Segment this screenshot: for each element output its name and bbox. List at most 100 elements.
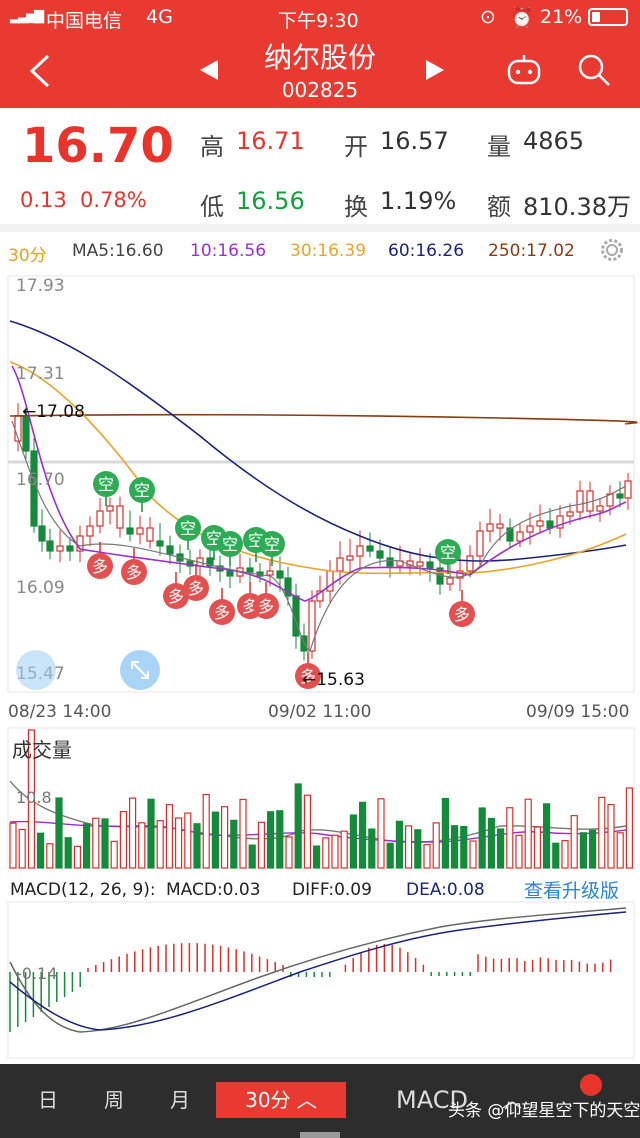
- candle-body: [308, 600, 316, 652]
- price-change-pct: 0.78%: [80, 188, 147, 212]
- tab-day[interactable]: 日: [38, 1088, 58, 1112]
- network-type: 4G: [146, 6, 173, 28]
- volume-bars: [9, 729, 634, 869]
- carrier: 中国电信: [46, 10, 123, 32]
- kong-marker: [435, 539, 461, 565]
- tab-month[interactable]: 月: [170, 1088, 190, 1112]
- ma250-legend: 250:17.02: [488, 241, 575, 261]
- settings-gear-icon[interactable]: [600, 238, 624, 262]
- volume-bar: [588, 829, 597, 869]
- signal-icon: ▂▃▅▇: [10, 9, 44, 24]
- turnover-value: 1.19%: [380, 187, 457, 215]
- low-marker: ←15.63: [302, 670, 365, 690]
- ma60-legend: 60:16.26: [388, 241, 465, 261]
- period-label[interactable]: 30分: [8, 246, 47, 266]
- tab-30min[interactable]: 30分 ︿: [216, 1082, 346, 1118]
- candle-body: [186, 560, 194, 567]
- kong-marker-label: 空: [180, 519, 196, 538]
- candle-body: [136, 527, 144, 535]
- volume-title: 成交量: [12, 738, 72, 762]
- macd-chart[interactable]: MACD(12, 26, 9): MACD:0.03 DIFF:0.09 DEA…: [0, 872, 640, 1062]
- candle-body: [356, 545, 364, 557]
- volume-bar: [561, 840, 569, 869]
- next-stock-icon[interactable]: [424, 58, 446, 82]
- volume-bar: [211, 811, 219, 869]
- price-change: 0.13: [20, 188, 67, 212]
- macd-bars: [9, 943, 612, 1032]
- volume-bar: [625, 787, 634, 869]
- duo-marker: [183, 575, 209, 601]
- kline-chart[interactable]: 空空空空空空空空多多多多多多多多多 17.93 17.31 16.70 16.0…: [0, 266, 640, 706]
- scroll-left-button[interactable]: [16, 650, 56, 690]
- candle-body: [526, 525, 534, 533]
- quote-panel: 16.70 0.13 0.78% 高 16.71 开 16.57 量 4865 …: [0, 108, 640, 232]
- tab-week[interactable]: 周: [104, 1088, 124, 1112]
- duo-marker-label: 多: [214, 603, 230, 622]
- volume-bar: [552, 842, 560, 869]
- duo-marker-label: 多: [92, 557, 108, 576]
- volume-bar: [119, 810, 128, 869]
- candle-body: [46, 540, 54, 552]
- volume-bar: [138, 822, 146, 869]
- clock: 下午9:30: [278, 10, 359, 32]
- tab-more-chevron-icon[interactable]: ︿: [502, 1088, 522, 1112]
- turnover-label: 换: [344, 193, 368, 221]
- stock-name: 纳尔股份: [263, 41, 376, 74]
- candle-body: [276, 570, 284, 579]
- chevron-up-icon: ︿: [296, 1088, 317, 1112]
- prev-stock-icon[interactable]: [198, 58, 220, 82]
- volume-bar: [18, 828, 26, 869]
- high-label: 高: [200, 133, 224, 161]
- volume-bar: [478, 807, 486, 869]
- candle-body: [246, 567, 254, 573]
- robot-assistant-icon[interactable]: [506, 52, 542, 88]
- volume-bar: [432, 822, 440, 869]
- candle-body: [556, 515, 564, 529]
- volume-bar: [147, 798, 155, 869]
- zoom-button[interactable]: [120, 650, 160, 690]
- kong-marker-label: 空: [440, 543, 456, 562]
- volume-label: 量: [487, 133, 511, 161]
- volume-bar: [27, 729, 35, 869]
- macd-value: MACD:0.03: [166, 880, 261, 900]
- kong-marker-label: 空: [264, 535, 280, 554]
- open-value: 16.57: [380, 127, 449, 155]
- search-icon[interactable]: [576, 52, 612, 88]
- volume-bar: [497, 828, 505, 869]
- duo-marker: [209, 599, 235, 625]
- low-label: 低: [200, 193, 224, 221]
- dea-value: DEA:0.08: [406, 880, 485, 900]
- volume-bar: [451, 825, 459, 869]
- volume-bar: [414, 829, 422, 869]
- kong-marker-label: 空: [222, 535, 238, 554]
- volume-bar: [423, 844, 431, 869]
- kong-marker: [129, 477, 155, 503]
- volume-bar: [359, 801, 367, 869]
- volume-bar: [276, 810, 284, 869]
- volume-bar: [257, 821, 265, 869]
- y-tick-4: 16.09: [16, 578, 65, 598]
- back-icon[interactable]: [26, 54, 54, 88]
- tab-30min-label: 30分: [245, 1088, 291, 1112]
- upgrade-link[interactable]: 查看升级版: [524, 880, 620, 902]
- volume-bar: [165, 804, 173, 869]
- candle-body: [466, 555, 474, 572]
- kline-svg: 空空空空空空空空多 多多 多多多多多多: [7, 275, 638, 693]
- volume-bar: [175, 817, 183, 869]
- volume-bar: [193, 823, 201, 869]
- ma60-line: [9, 320, 627, 562]
- signal-markers: 空空空空空空空空多 多多 多多多多多多: [87, 471, 475, 689]
- candle-body: [596, 505, 604, 512]
- candle-body: [536, 520, 544, 527]
- tab-macd[interactable]: MACD: [396, 1086, 468, 1114]
- rotation-lock-icon: ⊙: [480, 6, 496, 28]
- volume-chart[interactable]: 成交量 10.8: [0, 726, 640, 872]
- low-value: 16.56: [236, 187, 305, 215]
- candle-body: [336, 557, 344, 572]
- volume-bar: [230, 819, 238, 869]
- volume-bar: [184, 812, 192, 869]
- diff-line: [9, 907, 627, 1033]
- volume-bar: [616, 832, 624, 869]
- volume-bar: [110, 840, 118, 869]
